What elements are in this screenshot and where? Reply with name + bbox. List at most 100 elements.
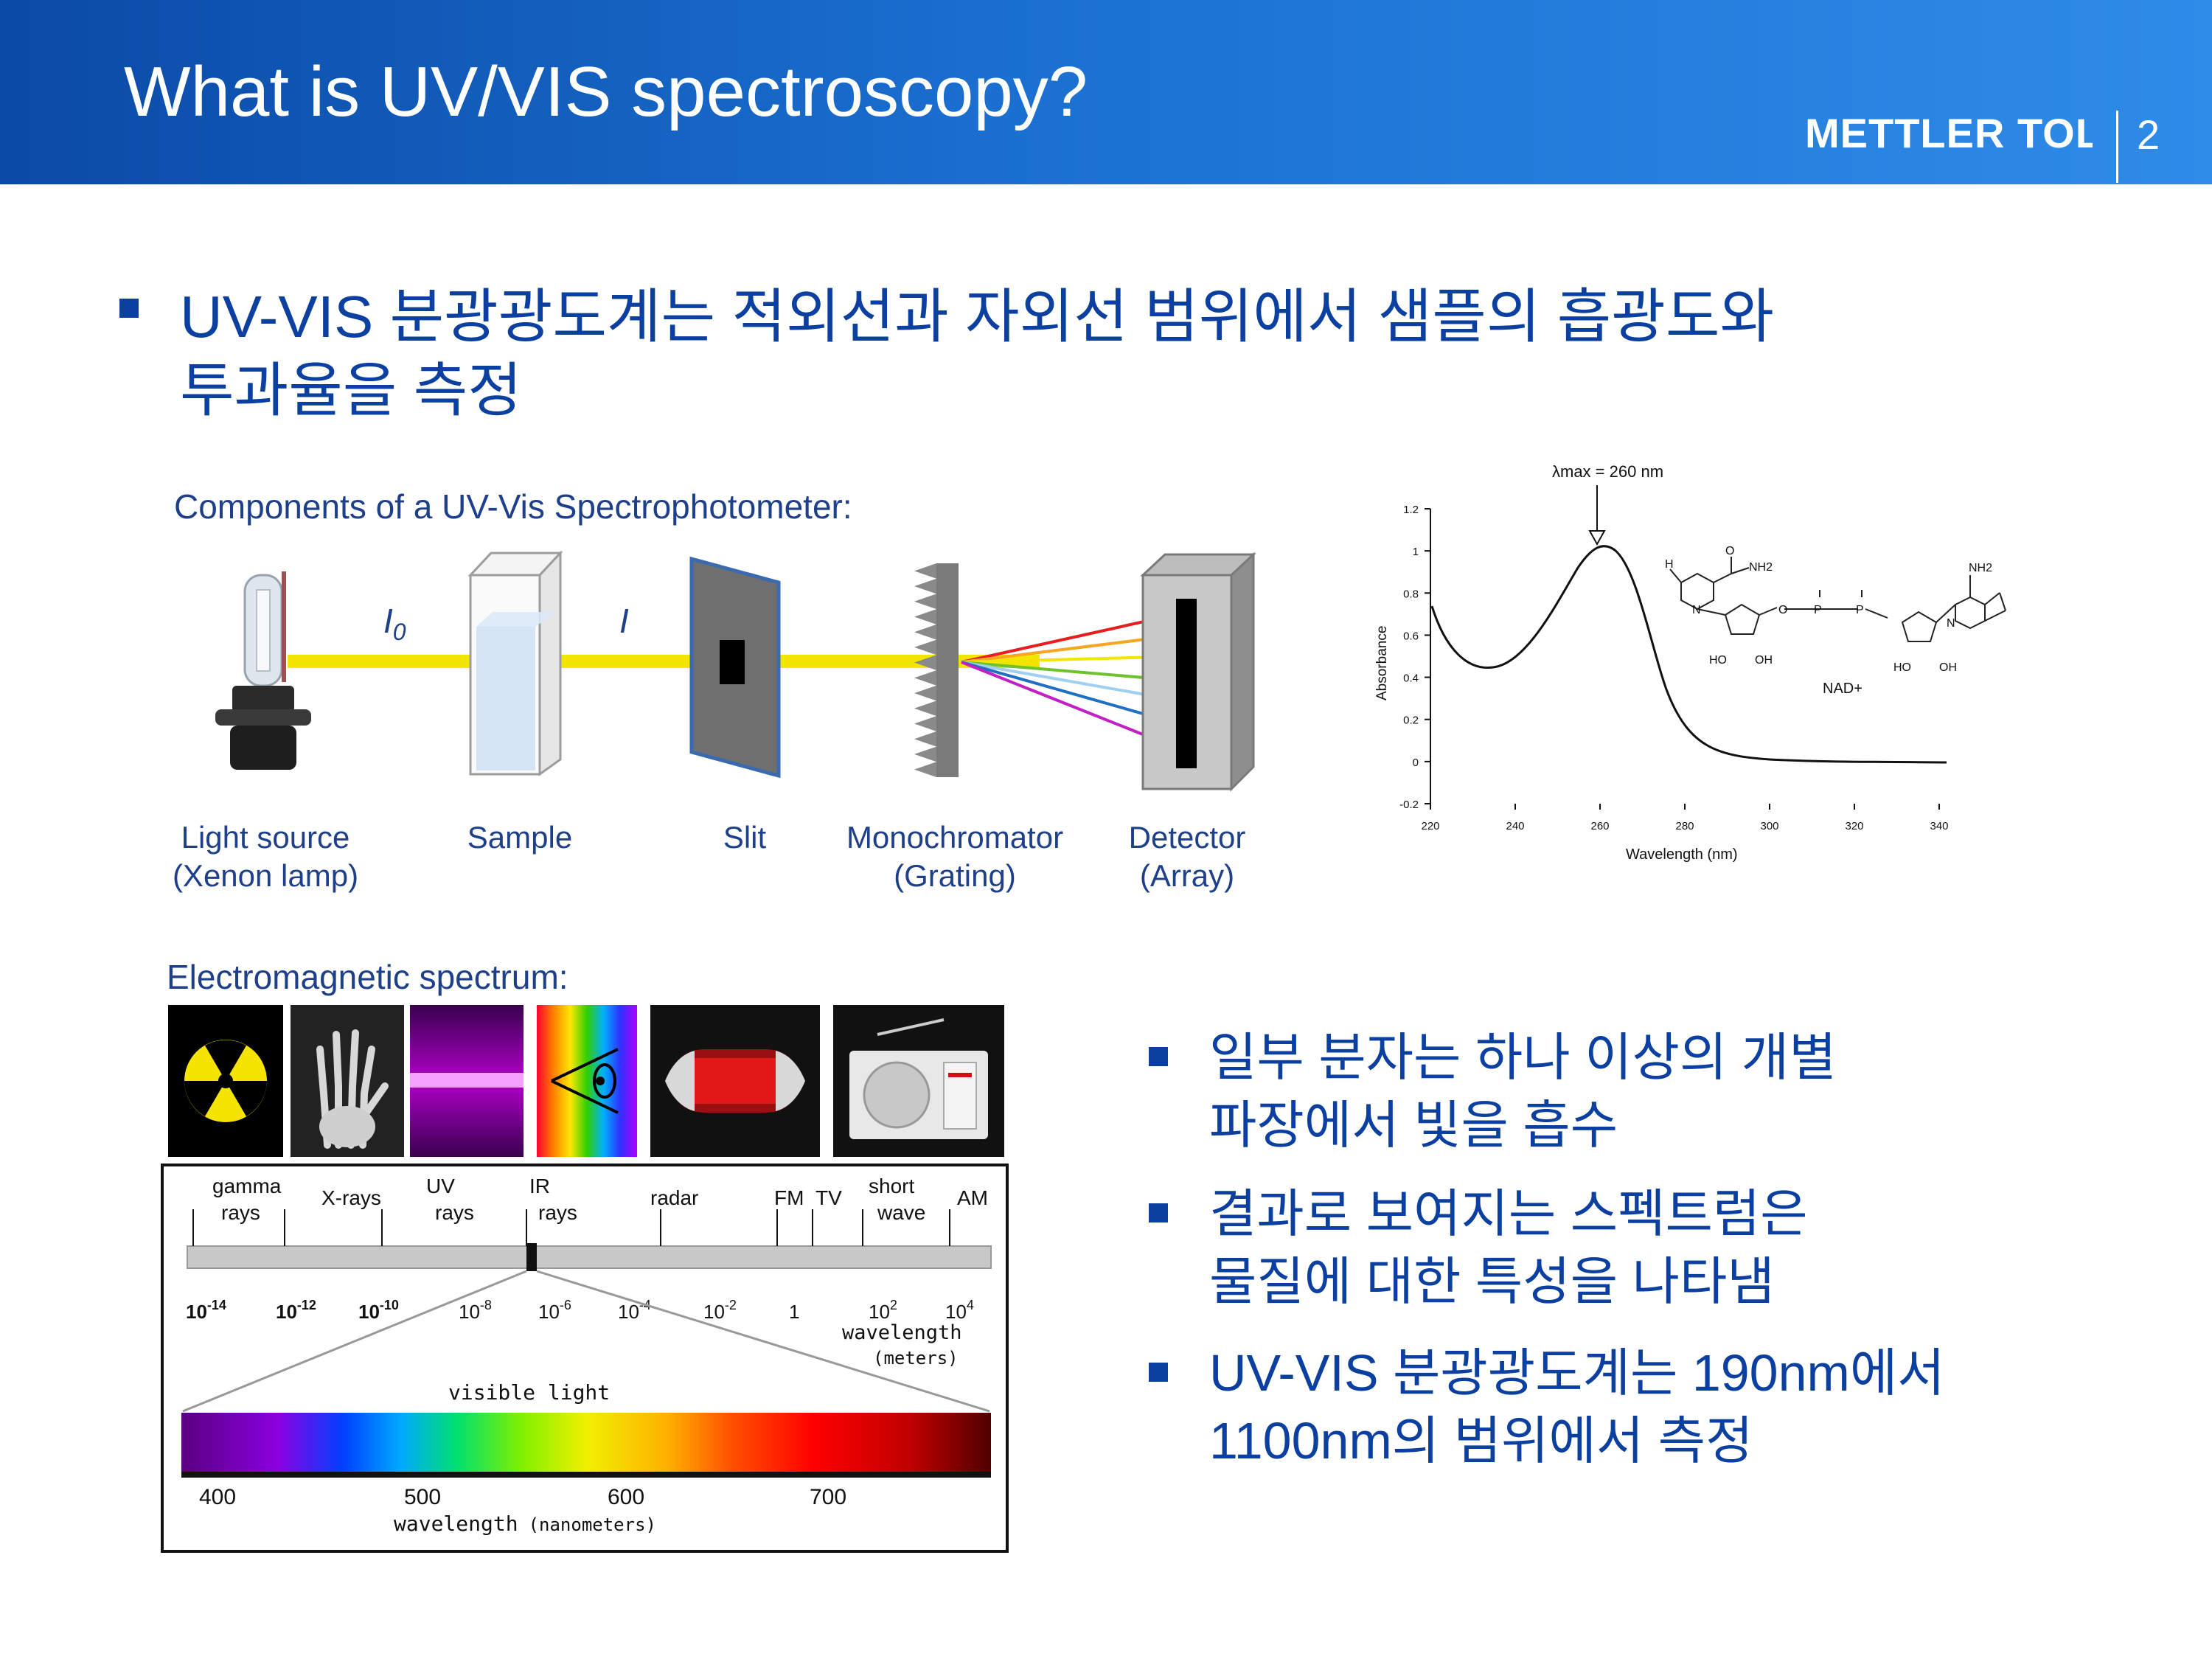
em-spectrum-heading: Electromagnetic spectrum:	[167, 958, 568, 996]
svg-text:NH2: NH2	[1749, 561, 1773, 574]
band-label-top: X-rays	[321, 1186, 381, 1209]
side-bullet-marker-2	[1149, 1203, 1168, 1222]
company-logo: METTLER TOLEDO	[1805, 111, 2093, 156]
absorbance-plot: λmax = 260 nm 1.210.80.60.40.20-0.2 220 2…	[1374, 462, 2006, 863]
x-tick-label: 300	[1760, 820, 1778, 832]
svg-text:N: N	[1692, 604, 1701, 616]
band-label-bottom: rays	[435, 1201, 474, 1224]
scale-label: 104	[945, 1298, 974, 1323]
x-axis-ticks: 220 240 260 280 300 320 340	[1421, 804, 1949, 832]
svg-text:OH: OH	[1755, 654, 1773, 667]
visible-marker	[526, 1243, 537, 1271]
y-tick-label: 0.8	[1403, 588, 1419, 600]
y-tick-label: 0.2	[1403, 714, 1419, 727]
nm-tick-label: 400	[199, 1485, 236, 1509]
band-label-top: UV	[426, 1175, 455, 1197]
i-label: I	[619, 602, 629, 640]
scale-unit: wavelength	[842, 1321, 962, 1344]
band-label-top: TV	[815, 1186, 842, 1209]
band-label-top: short	[869, 1175, 914, 1197]
scale-bar	[187, 1245, 992, 1269]
band-labels: gamma rays X-rays UV rays IR rays radar FM TV shor…	[212, 1175, 988, 1224]
band-label-bottom: rays	[538, 1201, 577, 1224]
nad-molecule-structure	[1669, 557, 2006, 642]
y-tick-label: -0.2	[1399, 799, 1419, 811]
microwave-tube-image	[650, 1005, 820, 1157]
x-tick-label: 320	[1845, 820, 1863, 832]
band-label-bottom: rays	[221, 1201, 260, 1224]
caption-slit: Slit	[723, 820, 767, 855]
y-tick-label: 0	[1413, 757, 1419, 769]
nm-tick-labels: 400 500 600 700	[199, 1485, 846, 1509]
side-bullet-3-line2: 1100nm의 범위에서 측정	[1209, 1412, 1753, 1470]
absorbance-curve	[1430, 545, 1947, 764]
scale-label: 10-14	[186, 1298, 226, 1323]
grating-icon	[914, 563, 959, 777]
uv-light-image	[410, 1005, 524, 1157]
side-bullet-1-line1: 일부 분자는 하나 이상의 개별	[1209, 1029, 1837, 1086]
xray-hand-image	[291, 1005, 404, 1157]
x-axis-label: Wavelength (nm)	[1626, 846, 1738, 863]
cuvette-icon	[467, 550, 563, 776]
radiation-symbol-image	[168, 1005, 283, 1157]
x-tick-label: 240	[1506, 820, 1524, 832]
scale-label: 10-8	[459, 1298, 492, 1323]
header-divider	[2116, 111, 2118, 183]
page-number: 2	[2137, 111, 2160, 158]
side-bullet-marker-3	[1149, 1363, 1168, 1382]
caption-monochromator: Monochromator (Grating)	[846, 820, 1064, 893]
side-bullet-1-line2: 파장에서 빛을 흡수	[1209, 1096, 1618, 1154]
lambda-max-annotation: λmax = 260 nm	[1552, 462, 1663, 481]
band-label-top: gamma	[212, 1175, 282, 1197]
side-bullet-marker-1	[1149, 1047, 1168, 1066]
nm-unit-label: wavelength (nanometers)	[394, 1512, 656, 1536]
y-tick-label: 1.2	[1403, 504, 1419, 516]
nm-tick-label: 600	[608, 1485, 644, 1509]
arrow-icon	[1588, 530, 1606, 546]
components-heading: Components of a UV-Vis Spectrophotometer…	[174, 487, 852, 526]
caption-detector: Detector (Array)	[1128, 820, 1246, 893]
x-tick-label: 280	[1675, 820, 1694, 832]
scale-label: 10-2	[703, 1298, 737, 1323]
spectrophotometer-diagram: I0 I	[215, 550, 1256, 792]
svg-text:OH: OH	[1939, 661, 1957, 674]
main-bullet-line1: UV-VIS 분광광도계는 적외선과 자외선 범위에서 샘플의 흡광도와	[180, 284, 1775, 349]
svg-text:P: P	[1814, 604, 1822, 616]
nm-tick-label: 500	[404, 1485, 441, 1509]
x-tick-label: 220	[1421, 820, 1439, 832]
band-label-top: AM	[957, 1186, 988, 1209]
scale-label: 10-12	[276, 1298, 316, 1323]
svg-text:P: P	[1856, 604, 1864, 616]
radio-image	[833, 1005, 1004, 1157]
caption-light-source: Light source (Xenon lamp)	[172, 820, 359, 893]
caption-sample: Sample	[467, 820, 573, 855]
y-axis-ticks: 1.2 1 0.8 0.6 0.4 0.2 0 -0.2	[1399, 504, 1430, 811]
scale-label: 10-6	[538, 1298, 571, 1323]
svg-text:NH2: NH2	[1969, 562, 1992, 574]
svg-text:HO: HO	[1893, 661, 1911, 674]
molecule-name: NAD+	[1823, 681, 1863, 697]
band-label-top: IR	[529, 1175, 550, 1197]
y-tick-label: 0.4	[1403, 672, 1419, 685]
visible-light-label: visible light	[448, 1380, 610, 1405]
molecule-atom-labels: H O NH2 N O P P HO OH HO OH N NH2	[1665, 545, 1992, 674]
svg-text:O: O	[1725, 545, 1734, 557]
main-bullet-line2: 투과율을 측정	[180, 358, 522, 423]
i0-label: I0	[383, 602, 406, 645]
y-tick-label: 1	[1413, 546, 1419, 558]
side-bullet-2-line2: 물질에 대한 특성을 나타냄	[1209, 1253, 1775, 1310]
scale-label: 1	[789, 1301, 799, 1323]
header-bar	[0, 0, 2212, 184]
x-tick-label: 340	[1930, 820, 1948, 832]
nm-tick-label: 700	[810, 1485, 846, 1509]
y-axis-label: Absorbance	[1374, 626, 1390, 700]
svg-text:O: O	[1778, 604, 1787, 616]
side-bullet-3-line1: UV-VIS 분광광도계는 190nm에서	[1209, 1344, 1945, 1402]
scale-label: 10-10	[358, 1298, 399, 1323]
em-spectrum-chart: gamma rays X-rays UV rays IR rays radar FM TV shor…	[161, 1164, 1009, 1553]
band-label-top: radar	[650, 1186, 698, 1209]
slit-icon	[689, 556, 781, 779]
page-title: What is UV/VIS spectroscopy?	[124, 52, 1088, 131]
visible-spectrum-bar	[181, 1413, 991, 1472]
